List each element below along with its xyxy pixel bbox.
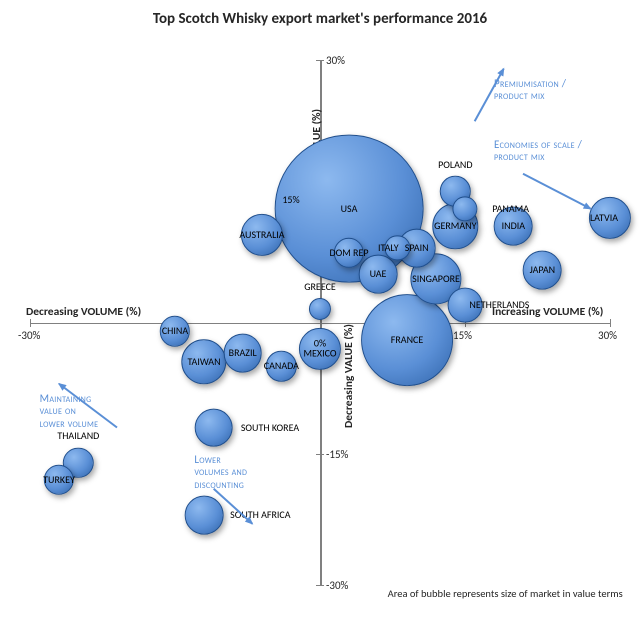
bubble-south-korea [194,408,233,447]
bubble-label: SOUTH KOREA [241,422,299,433]
chart-title: Top Scotch Whisky export market's perfor… [0,10,640,28]
bubble-turkey [44,465,74,495]
quad-premiumisation: Premiumisation /product mix [494,78,566,103]
x-axis-title-pos: Increasing VOLUME (%) [492,305,603,319]
bubble-netherlands [448,288,483,323]
y-tick [316,60,324,61]
x-tick-label: 15% [453,329,472,342]
footnote: Area of bubble represents size of market… [388,587,623,600]
x-tick [30,319,31,327]
bubble-greece [309,298,331,320]
bubble-chart: Top Scotch Whisky export market's perfor… [0,0,640,632]
bubble-uae [359,255,398,294]
bubble-label: POLAND [438,160,472,171]
x-tick-label: -30% [18,329,40,342]
y-tick [316,454,324,455]
quad-lower: Lowervolumes anddiscounting [194,454,247,492]
bubble-label: THAILAND [57,431,99,442]
y-tick-label: -30% [326,579,348,592]
y-tick [316,323,324,324]
y-tick-label: 30% [326,54,345,67]
y-tick [316,585,324,586]
bubble-0-mexico [299,328,341,370]
bubble-japan [523,251,562,290]
y-axis-title-neg: Decreasing VALUE (%) [342,324,356,428]
bubble-france [361,294,453,386]
bubble-australia [241,214,283,256]
bubble-brazil [223,334,262,373]
bubble-latvia [589,196,631,238]
bubble-india [494,207,533,246]
x-axis-title-neg: Decreasing VOLUME (%) [26,305,141,319]
x-tick-label: 30% [598,329,617,342]
x-tick [610,319,611,327]
y-tick-label: -15% [326,448,348,461]
quad-economies: Economies of scale /product mix [494,139,582,164]
bubble-china [160,316,190,346]
bubble-canada [266,351,296,381]
bubble-taiwan [181,339,226,384]
bubble-south-africa [185,496,224,535]
quad-maintaining: Maintainingvalue onlower volume [40,393,99,431]
bubble-label: SOUTH AFRICA [230,510,290,521]
